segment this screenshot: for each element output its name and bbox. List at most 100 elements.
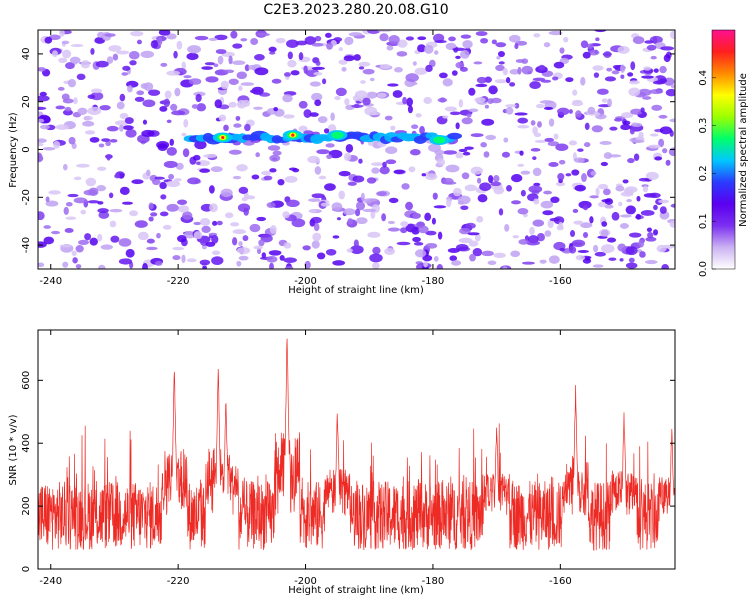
heatmap-cell bbox=[520, 189, 526, 197]
x-tick-label: -180 bbox=[422, 576, 445, 587]
heatmap-cell bbox=[284, 266, 294, 269]
heatmap-cell bbox=[108, 45, 122, 52]
heatmap-cell bbox=[311, 92, 323, 102]
heatmap-cell bbox=[594, 251, 606, 257]
heatmap-cell bbox=[628, 257, 635, 263]
heatmap-cell bbox=[251, 174, 260, 180]
heatmap-cell bbox=[353, 239, 359, 249]
heatmap-cell bbox=[388, 197, 399, 204]
heatmap-cell bbox=[617, 243, 627, 252]
heatmap-cell bbox=[625, 262, 638, 269]
spectrogram-background bbox=[38, 30, 675, 269]
heatmap-cell bbox=[501, 151, 511, 158]
heatmap-cell bbox=[166, 33, 177, 40]
heatmap-cell bbox=[358, 158, 363, 164]
heatmap-cell bbox=[150, 212, 158, 217]
heatmap-cell bbox=[517, 124, 530, 129]
heatmap-cell bbox=[548, 255, 560, 264]
heatmap-cell bbox=[480, 37, 489, 44]
heatmap-cell bbox=[211, 234, 219, 244]
heatmap-cell bbox=[266, 255, 278, 263]
heatmap-cell bbox=[371, 162, 384, 167]
heatmap-cell bbox=[512, 234, 519, 239]
heatmap-cell bbox=[480, 142, 487, 148]
ridge-peak-core bbox=[331, 131, 344, 139]
heatmap-cell bbox=[385, 159, 397, 165]
heatmap-cell bbox=[256, 216, 267, 222]
heatmap-cell bbox=[563, 36, 569, 43]
heatmap-cell bbox=[533, 33, 541, 38]
heatmap-cell bbox=[620, 74, 625, 79]
heatmap-cell bbox=[238, 85, 243, 91]
heatmap-cell bbox=[354, 90, 368, 100]
heatmap-cell bbox=[582, 51, 591, 59]
heatmap-cell bbox=[61, 93, 70, 101]
heatmap-cell bbox=[304, 36, 317, 45]
heatmap-cell bbox=[191, 104, 199, 109]
heatmap-cell bbox=[228, 78, 239, 85]
heatmap-cell bbox=[498, 61, 505, 65]
heatmap-cell bbox=[73, 97, 78, 105]
heatmap-cell bbox=[98, 264, 106, 269]
snr-x-label: Height of straight line (km) bbox=[288, 585, 424, 596]
heatmap-cell bbox=[177, 205, 190, 213]
heatmap-cell bbox=[571, 101, 584, 107]
heatmap-cell bbox=[58, 57, 68, 63]
heatmap-cell bbox=[659, 65, 667, 74]
heatmap-cell bbox=[658, 114, 668, 119]
heatmap-cell bbox=[455, 122, 460, 130]
heatmap-cell bbox=[620, 123, 631, 131]
heatmap-cell bbox=[52, 50, 58, 58]
heatmap-cell bbox=[595, 37, 600, 42]
heatmap-cell bbox=[142, 263, 148, 269]
heatmap-cell bbox=[459, 66, 468, 72]
heatmap-cell bbox=[529, 226, 535, 236]
heatmap-cell bbox=[118, 124, 124, 132]
heatmap-cell bbox=[649, 89, 664, 95]
heatmap-cell bbox=[455, 152, 464, 159]
heatmap-cell bbox=[166, 180, 181, 188]
heatmap-cell bbox=[423, 96, 432, 104]
heatmap-cell bbox=[38, 138, 47, 143]
heatmap-cell bbox=[87, 94, 96, 99]
heatmap-cell bbox=[405, 73, 419, 83]
heatmap-cell bbox=[583, 142, 591, 148]
heatmap-cell bbox=[461, 117, 473, 125]
heatmap-cell bbox=[386, 45, 394, 51]
heatmap-cell bbox=[508, 34, 521, 43]
heatmap-cell bbox=[369, 77, 375, 82]
heatmap-cell bbox=[623, 187, 634, 196]
heatmap-cell bbox=[172, 255, 181, 261]
heatmap-cell bbox=[645, 259, 658, 265]
heatmap-cell bbox=[460, 34, 472, 39]
heatmap-cell bbox=[569, 230, 576, 238]
heatmap-cell bbox=[232, 43, 243, 49]
heatmap-cell bbox=[653, 68, 659, 73]
heatmap-cell bbox=[442, 115, 449, 119]
heatmap-cell bbox=[640, 107, 645, 113]
heatmap-cell bbox=[42, 147, 56, 151]
heatmap-cell bbox=[298, 52, 304, 61]
heatmap-cell bbox=[607, 98, 612, 107]
heatmap-cell bbox=[425, 230, 437, 236]
heatmap-cell bbox=[604, 198, 614, 205]
heatmap-cell bbox=[236, 71, 247, 80]
heatmap-cell bbox=[461, 172, 470, 180]
heatmap-cell bbox=[258, 239, 265, 247]
heatmap-cell bbox=[517, 163, 525, 167]
heatmap-cell bbox=[638, 239, 645, 248]
colorbar-tick-label: 0.4 bbox=[698, 70, 709, 86]
y-tick-label: 200 bbox=[21, 497, 32, 516]
heatmap-cell bbox=[568, 140, 578, 146]
heatmap-cell bbox=[511, 200, 521, 205]
colorbar: 0.0 0.1 0.2 0.3 0.4 Normalized spectral ampl… bbox=[698, 29, 749, 277]
heatmap-cell bbox=[214, 34, 228, 41]
heatmap-cell bbox=[315, 60, 321, 66]
heatmap-cell bbox=[205, 241, 216, 247]
heatmap-cell bbox=[77, 107, 88, 115]
heatmap-cell bbox=[578, 200, 592, 209]
heatmap-cell bbox=[134, 220, 148, 228]
heatmap-cell bbox=[75, 245, 84, 253]
heatmap-cell bbox=[479, 182, 492, 192]
heatmap-cell bbox=[565, 173, 572, 177]
